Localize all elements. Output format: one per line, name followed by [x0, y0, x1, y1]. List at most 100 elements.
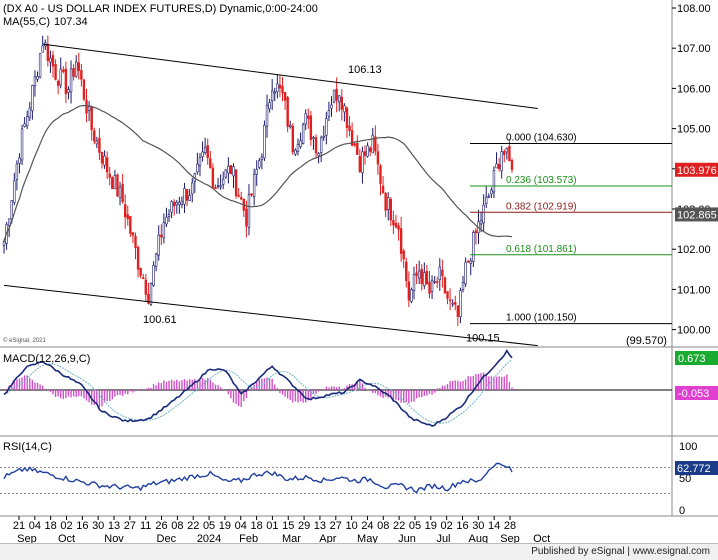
price-tick-7: 101.00: [677, 284, 711, 296]
candle: [247, 184, 251, 236]
candle: [152, 261, 155, 287]
x-tick-21: 10: [345, 520, 357, 532]
x-tick-17: 15: [282, 520, 294, 532]
candle: [335, 77, 338, 113]
candle: [131, 231, 135, 244]
candle: [144, 273, 148, 301]
x-tick-26: 19: [425, 520, 437, 532]
candle: [203, 137, 207, 155]
month-labels: Sep Oct Nov Dec 2024 Feb Mar Apr May Jun Jul Aug Sep…: [17, 533, 550, 545]
candle: [113, 169, 117, 190]
candle: [252, 168, 256, 206]
price-tick-6: 102.00: [677, 244, 711, 256]
candle: [332, 89, 336, 104]
candle: [479, 211, 483, 233]
footer-text: Published by eSignal | www.esignal.com: [531, 546, 710, 557]
candle: [343, 103, 346, 122]
candle: [87, 101, 91, 121]
x-tick-16: 01: [266, 520, 278, 532]
candle: [438, 258, 441, 291]
candle: [397, 222, 400, 241]
x-tick-18: 29: [298, 520, 310, 532]
candle: [270, 79, 274, 110]
month-label-2: Nov: [104, 533, 124, 543]
rsi-value: 62.772: [677, 463, 711, 475]
candle: [466, 259, 470, 263]
candle: [183, 182, 186, 213]
macd-value: 0.673: [678, 353, 706, 365]
candle: [123, 194, 127, 229]
candle: [319, 135, 323, 163]
candle: [206, 138, 209, 165]
price-tick-0: 108.00: [677, 3, 711, 15]
x-tick-31: 28: [504, 520, 516, 532]
candle: [170, 200, 173, 219]
candle: [116, 173, 119, 198]
candle: [221, 171, 225, 190]
candle: [327, 101, 331, 122]
ma-line: [3, 104, 513, 242]
price-tick-1: 107.00: [677, 43, 711, 55]
candle: [353, 141, 356, 147]
candle: [172, 199, 176, 216]
candle: [312, 135, 315, 150]
fib-label-3: 0.618 (101.861): [506, 244, 577, 255]
candle: [410, 287, 413, 304]
channel-upper-line: [42, 43, 538, 109]
candle: [95, 136, 99, 149]
fibonacci-levels: 0.000 (104.630) 0.236 (103.573) 0.382 (102…: [470, 132, 672, 325]
price-tick-8: 100.00: [677, 325, 711, 337]
candle: [36, 71, 39, 82]
candle: [188, 188, 191, 201]
footer: Published by eSignal | www.esignal.com: [0, 543, 718, 560]
candle: [191, 177, 194, 203]
candle: [423, 262, 426, 290]
candle: [451, 299, 454, 307]
candle: [338, 95, 341, 112]
rsi-tick-0: 0: [679, 505, 685, 517]
candle: [436, 276, 439, 288]
candle: [162, 213, 166, 244]
candle: [118, 181, 122, 206]
candle: [363, 145, 367, 165]
candle: [472, 230, 475, 268]
candle: [294, 148, 297, 157]
candle: [309, 110, 313, 146]
candle: [211, 163, 215, 189]
candle: [394, 214, 398, 229]
chart-title: (DX A0 - US DOLLAR INDEX FUTURES,D) Dyna…: [3, 3, 318, 15]
macd-line: [3, 349, 513, 427]
candle: [348, 116, 351, 137]
month-label-13: Oct: [533, 533, 550, 543]
x-tick-6: 13: [108, 520, 120, 532]
x-tick-19: 13: [314, 520, 326, 532]
candle: [304, 109, 307, 131]
time-axis: 21 04 18 02 16 30 13 27 11 26 08 22 05 19 04 18 01 15 29 13…: [13, 516, 516, 532]
candle: [227, 157, 230, 184]
candle: [175, 199, 178, 214]
month-label-11: Aug: [469, 533, 489, 543]
candle: [322, 125, 325, 141]
x-tick-15: 18: [250, 520, 262, 532]
x-tick-20: 27: [330, 520, 342, 532]
candle: [278, 75, 282, 98]
month-label-0: Sep: [17, 533, 37, 543]
fib-label-4: 1.000 (100.150): [506, 313, 577, 324]
x-tick-10: 08: [171, 520, 183, 532]
x-tick-24: 22: [393, 520, 405, 532]
chart-canvas: 108.00107.00106.00105.00104.00103.00102.…: [0, 0, 718, 545]
candle: [474, 227, 478, 245]
candle: [376, 143, 380, 175]
candle: [142, 273, 145, 280]
candle: [273, 87, 276, 102]
month-label-3: Dec: [157, 533, 177, 543]
x-tick-25: 05: [409, 520, 421, 532]
candle: [147, 282, 150, 305]
candle: [361, 146, 364, 184]
candle: [198, 153, 202, 177]
candle: [487, 193, 490, 199]
x-tick-1: 04: [29, 520, 41, 532]
fib-label-2: 0.382 (102.919): [506, 201, 577, 212]
candle: [425, 264, 429, 286]
candle: [412, 266, 416, 300]
